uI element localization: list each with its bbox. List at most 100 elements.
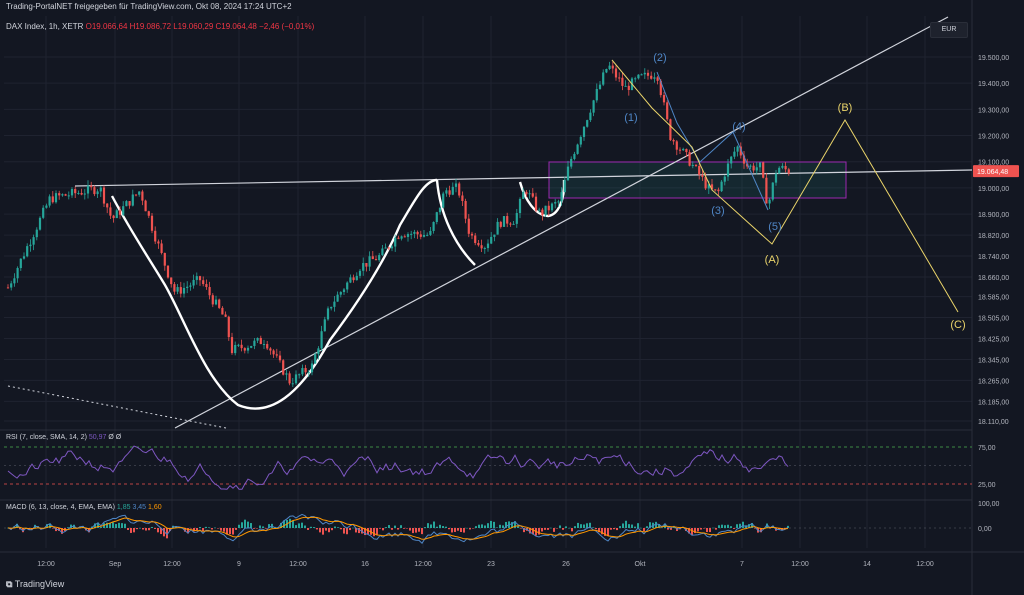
macd-label[interactable]: MACD (6, 13, close, 4, EMA, EMA) [6, 504, 115, 511]
macd-histogram-bar [262, 526, 264, 528]
macd-histogram-bar [358, 528, 360, 534]
macd-line-value: 3,45 [132, 504, 147, 511]
candle-body [118, 210, 122, 215]
macd-histogram-bar [229, 528, 231, 535]
macd-histogram-bar [592, 527, 594, 528]
time-tick-label: 7 [740, 561, 744, 568]
candle-body [365, 263, 368, 267]
macd-histogram-bar [562, 528, 564, 530]
macd-histogram-bar [472, 528, 474, 529]
macd-histogram-bar [283, 520, 285, 528]
macd-histogram-bar [337, 527, 339, 528]
candle-body [659, 80, 662, 96]
macd-tick-label: 0,00 [978, 526, 992, 533]
candle-body [771, 182, 774, 200]
candle-body [26, 246, 29, 257]
candle-body [166, 265, 170, 278]
candle-body [256, 337, 259, 341]
candle-body [726, 163, 730, 177]
macd-histogram-bar [433, 521, 435, 528]
macd-histogram-bar [712, 527, 714, 529]
candle-body [563, 180, 566, 193]
candle-body [230, 337, 234, 354]
rsi-label[interactable]: RSI (7, close, SMA, 14, 2) [6, 434, 87, 441]
candle-body [765, 177, 768, 204]
candle-body [618, 77, 621, 79]
macd-legend: MACD (6, 13, close, 4, EMA, EMA) 1,85 3,… [6, 504, 162, 511]
macd-histogram-bar [67, 527, 69, 528]
macd-histogram-bar [196, 528, 198, 531]
macd-histogram-bar [22, 528, 24, 533]
time-tick-label: 12:00 [163, 561, 181, 568]
candle-body [746, 163, 749, 167]
candle-body [35, 229, 38, 238]
candle-body [650, 75, 653, 79]
macd-histogram-bar [454, 528, 456, 532]
macd-histogram-bar [559, 525, 561, 528]
price-tick-label: 19.500,00 [978, 55, 1009, 62]
candle-body [550, 203, 554, 211]
candle-body [547, 205, 550, 211]
candle-body [486, 243, 490, 249]
time-tick-label: Sep [109, 561, 122, 568]
macd-histogram-bar [475, 526, 477, 528]
macd-histogram-bar [112, 522, 114, 528]
candle-body [502, 216, 506, 227]
macd-histogram-bar [145, 528, 147, 531]
candle-body [243, 348, 246, 351]
tradingview-logo[interactable]: ⧉ TradingView [6, 579, 64, 590]
macd-histogram-bar [139, 527, 141, 529]
candle-body [410, 233, 413, 235]
macd-histogram-bar [130, 528, 132, 533]
candle-body [589, 112, 592, 121]
candle-body [413, 231, 416, 234]
time-tick-label: 12:00 [37, 561, 55, 568]
macd-histogram-bar [346, 528, 348, 535]
macd-histogram-bar [52, 528, 54, 529]
candle-body [477, 242, 480, 246]
time-tick-label: 9 [237, 561, 241, 568]
candle-body [109, 207, 112, 216]
macd-histogram-bar [739, 523, 741, 528]
macd-histogram-bar [307, 528, 309, 530]
macd-histogram-bar [268, 524, 270, 528]
candle-body [349, 277, 352, 283]
neckline [74, 169, 973, 187]
candle-body [742, 155, 746, 164]
macd-histogram-bar [187, 528, 189, 534]
macd-histogram-bar [439, 524, 441, 528]
candle-body [371, 256, 374, 260]
macd-histogram-bar [49, 523, 51, 528]
currency-button[interactable]: EUR [930, 22, 968, 38]
macd-pane [4, 513, 972, 544]
macd-histogram-bar [97, 522, 99, 528]
macd-histogram-bar [760, 528, 762, 533]
candle-body [739, 146, 742, 156]
impulse-wave-label: (2) [653, 52, 666, 64]
candle-body [682, 148, 685, 151]
macd-histogram-bar [232, 528, 234, 535]
candle-body [518, 198, 522, 214]
macd-hist-value: 1,85 [116, 504, 131, 511]
price-tick-label: 18.660,00 [978, 275, 1009, 282]
macd-histogram-bar [616, 528, 618, 531]
macd-histogram-bar [655, 521, 657, 528]
macd-histogram-bar [442, 526, 444, 528]
macd-histogram-bar [331, 528, 333, 531]
macd-histogram-bar [622, 523, 624, 528]
symbol-name[interactable]: DAX Index, 1h, XETR [6, 22, 84, 31]
macd-signal-value: 1,60 [148, 504, 162, 511]
macd-histogram-bar [298, 523, 300, 528]
candle-body [467, 218, 470, 234]
candle-body [717, 189, 720, 192]
ohlc-values: O19.066,64 H19.086,72 L19.060,29 C19.064… [85, 22, 315, 31]
time-tick-label: 26 [562, 561, 570, 568]
price-tick-label: 19.400,00 [978, 81, 1009, 88]
macd-histogram-bar [577, 522, 579, 528]
price-axis[interactable]: 19.500,00 19.400,00 19.300,00 19.200,00 19.1… [973, 55, 1019, 533]
macd-histogram-bar [517, 526, 519, 528]
time-axis[interactable]: 12:00 Sep 12:00 9 12:00 16 12:00 23 26 Okt 7 12:00 1… [37, 561, 934, 568]
candle-body [598, 84, 602, 89]
candle-body [387, 247, 390, 249]
